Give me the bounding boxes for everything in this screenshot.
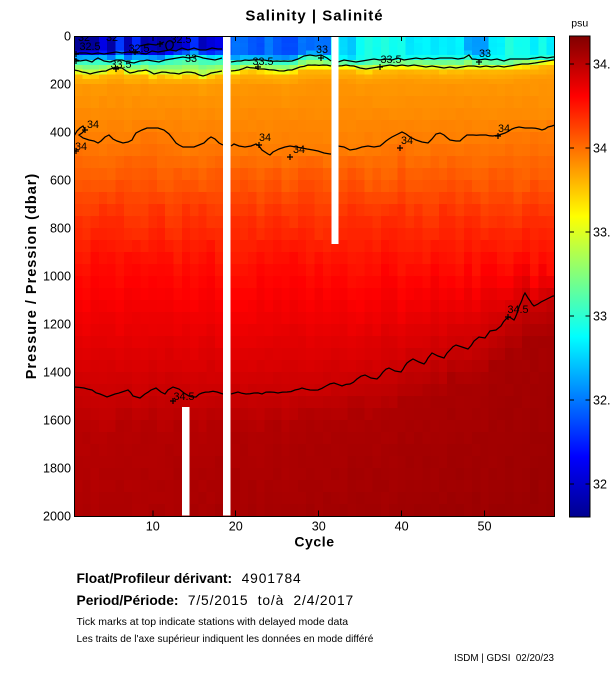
svg-text:32.5: 32.5 <box>79 41 100 53</box>
svg-text:1000: 1000 <box>43 269 71 283</box>
svg-text:34: 34 <box>259 132 271 144</box>
svg-text:Les traits de l'axe supérieur: Les traits de l'axe supérieur indiquent … <box>77 634 374 645</box>
svg-text:32.5: 32.5 <box>128 43 149 55</box>
svg-text:32: 32 <box>78 32 90 44</box>
svg-text:32: 32 <box>593 477 607 491</box>
svg-text:50: 50 <box>477 520 491 534</box>
svg-text:0: 0 <box>64 29 71 43</box>
svg-text:34: 34 <box>75 141 87 153</box>
svg-text:10: 10 <box>146 520 160 534</box>
svg-text:2000: 2000 <box>43 509 71 523</box>
svg-text:Tick marks at top indicate sta: Tick marks at top indicate stations with… <box>77 616 349 628</box>
svg-text:33: 33 <box>185 53 197 65</box>
svg-text:34: 34 <box>87 119 99 131</box>
svg-text:Cycle: Cycle <box>294 534 334 550</box>
svg-text:34.5: 34.5 <box>507 304 528 316</box>
svg-text:32.5: 32.5 <box>593 393 611 407</box>
svg-text:Pressure / Pression (dbar): Pressure / Pression (dbar) <box>24 173 40 380</box>
svg-text:34.5: 34.5 <box>173 391 194 403</box>
svg-text:400: 400 <box>50 125 71 139</box>
svg-text:1600: 1600 <box>43 413 71 427</box>
svg-text:32.5: 32.5 <box>170 34 191 46</box>
svg-text:600: 600 <box>50 173 71 187</box>
svg-text:33.5: 33.5 <box>593 225 611 239</box>
svg-text:34.5: 34.5 <box>593 57 611 71</box>
svg-text:32: 32 <box>106 32 118 44</box>
svg-text:200: 200 <box>50 77 71 91</box>
svg-text:psu: psu <box>571 18 588 30</box>
svg-text:1800: 1800 <box>43 461 71 475</box>
svg-text:33: 33 <box>316 44 328 56</box>
svg-text:34: 34 <box>293 144 305 156</box>
svg-text:ISDM | GDSI 02/20/23: ISDM | GDSI 02/20/23 <box>454 653 555 664</box>
svg-text:20: 20 <box>229 520 243 534</box>
svg-text:Float/Profileur dérivant: 490: Float/Profileur dérivant: 4901784 <box>77 571 302 586</box>
svg-text:Period/Période: 7/5/2015 to/: Period/Période: 7/5/2015 to/à 2/4/2017 <box>77 593 355 608</box>
svg-text:800: 800 <box>50 221 71 235</box>
svg-text:34: 34 <box>498 123 510 135</box>
svg-text:1200: 1200 <box>43 317 71 331</box>
svg-text:33.5: 33.5 <box>252 56 273 68</box>
svg-text:30: 30 <box>312 520 326 534</box>
svg-text:34: 34 <box>401 135 413 147</box>
svg-text:Salinity | Salinité: Salinity | Salinité <box>245 8 383 25</box>
svg-text:33.5: 33.5 <box>380 54 401 66</box>
svg-text:34: 34 <box>593 141 607 155</box>
svg-text:40: 40 <box>395 520 409 534</box>
svg-text:33: 33 <box>593 309 607 323</box>
svg-text:1400: 1400 <box>43 365 71 379</box>
svg-text:33: 33 <box>479 48 491 60</box>
